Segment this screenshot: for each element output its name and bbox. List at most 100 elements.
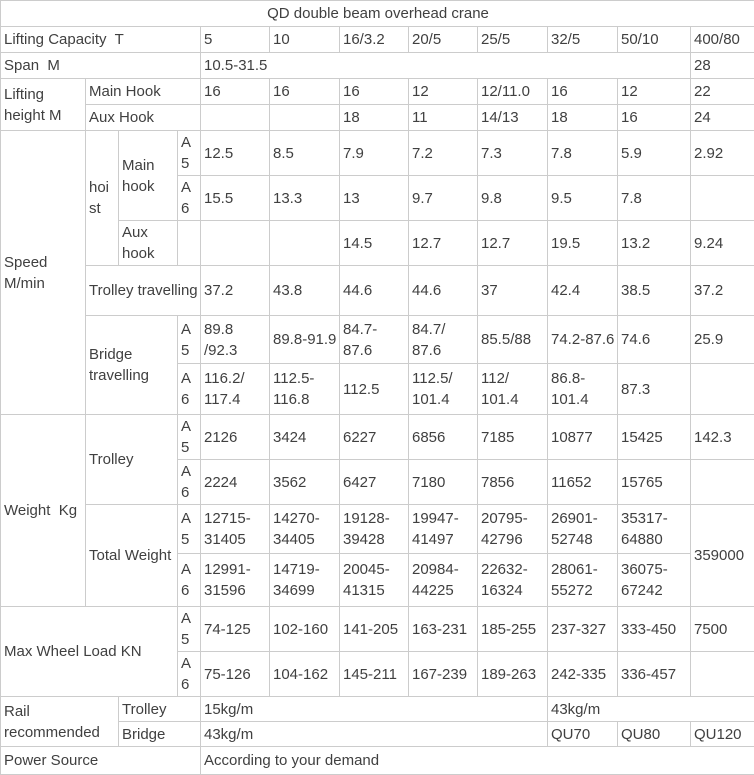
value-cell: 22: [691, 79, 754, 105]
value-cell: 25.9: [691, 316, 754, 364]
value-cell: 16: [548, 79, 618, 105]
value-cell: [201, 221, 270, 266]
value-cell: 20045-41315: [340, 554, 409, 607]
value-cell: 2.92: [691, 131, 754, 176]
aux-hook-label: Aux Hook: [86, 105, 201, 131]
power-source-value: According to your demand: [201, 747, 754, 775]
value-cell: QU80: [618, 722, 691, 747]
value-cell: 145-211: [340, 652, 409, 697]
value-cell: 74.2-87.6: [548, 316, 618, 364]
value-cell: 7.2: [409, 131, 478, 176]
value-cell: 336-457: [618, 652, 691, 697]
value-cell: 37: [478, 266, 548, 316]
value-cell: 7.8: [548, 131, 618, 176]
value-cell: 24: [691, 105, 754, 131]
capacity-value: 32/5: [548, 27, 618, 53]
capacity-row-label: Lifting Capacity T: [1, 27, 201, 53]
value-cell: 74-125: [201, 607, 270, 652]
value-cell: [201, 105, 270, 131]
value-cell: 3424: [270, 415, 340, 460]
lifting-height-label: Lifting height M: [1, 79, 86, 131]
capacity-value: 20/5: [409, 27, 478, 53]
weight-total-a5-row: Total Weight A5 12715-31405 14270-34405 …: [1, 505, 754, 554]
value-cell: 20984-44225: [409, 554, 478, 607]
hoist-main-hook-label: Main hook: [119, 131, 178, 221]
value-cell: 84.7/ 87.6: [409, 316, 478, 364]
value-cell: 84.7-87.6: [340, 316, 409, 364]
value-cell: 28061-55272: [548, 554, 618, 607]
value-cell: 142.3: [691, 415, 754, 460]
speed-section-label: Speed M/min: [1, 131, 86, 415]
wheel-load-a5-row: Max Wheel Load KN A5 74-125 102-160 141-…: [1, 607, 754, 652]
value-cell: 9.7: [409, 176, 478, 221]
value-cell: 16: [340, 79, 409, 105]
value-cell: 87.3: [618, 364, 691, 415]
value-cell: 16: [270, 79, 340, 105]
value-cell: 116.2/ 117.4: [201, 364, 270, 415]
value-cell: 7.9: [340, 131, 409, 176]
value-cell: 7185: [478, 415, 548, 460]
value-cell: 12: [618, 79, 691, 105]
value-cell: 35317-64880: [618, 505, 691, 554]
value-cell: 6856: [409, 415, 478, 460]
value-cell: 10877: [548, 415, 618, 460]
value-cell: [691, 460, 754, 505]
bridge-travelling-a5-row: Bridge travelling A5 89.8 /92.3 89.8-91.…: [1, 316, 754, 364]
value-cell: 42.4: [548, 266, 618, 316]
grade-label: A6: [178, 652, 201, 697]
weight-trolley-a5-row: Weight Kg Trolley A5 2126 3424 6227 6856…: [1, 415, 754, 460]
grade-label: A5: [178, 415, 201, 460]
value-cell: 43kg/m: [548, 697, 754, 722]
value-cell: 7.8: [618, 176, 691, 221]
value-cell: 19.5: [548, 221, 618, 266]
value-cell: 22632-16324: [478, 554, 548, 607]
value-cell: 9.5: [548, 176, 618, 221]
value-cell: 3562: [270, 460, 340, 505]
value-cell: 6427: [340, 460, 409, 505]
hoist-aux-hook-label: Aux hook: [119, 221, 178, 266]
span-range: 10.5-31.5: [201, 53, 691, 79]
value-cell: 13.2: [618, 221, 691, 266]
capacity-value: 16/3.2: [340, 27, 409, 53]
value-cell: 43kg/m: [201, 722, 548, 747]
hoist-main-a5-row: Speed M/min hoist Main hook A5 12.5 8.5 …: [1, 131, 754, 176]
value-cell: 2224: [201, 460, 270, 505]
aux-hook-height-row: Aux Hook 18 11 14/13 18 16 24: [1, 105, 754, 131]
value-cell: 15425: [618, 415, 691, 460]
value-cell: 9.24: [691, 221, 754, 266]
value-cell: [691, 176, 754, 221]
value-cell: 14.5: [340, 221, 409, 266]
rail-trolley-row: Rail recommended Trolley 15kg/m 43kg/m: [1, 697, 754, 722]
value-cell: 19128-39428: [340, 505, 409, 554]
value-cell: 44.6: [409, 266, 478, 316]
title-row: QD double beam overhead crane: [1, 1, 754, 27]
value-cell: 36075-67242: [618, 554, 691, 607]
weight-trolley-label: Trolley: [86, 415, 178, 505]
grade-label: A6: [178, 460, 201, 505]
value-cell: 12.7: [478, 221, 548, 266]
value-cell: 7180: [409, 460, 478, 505]
value-cell: 85.5/88: [478, 316, 548, 364]
empty-cell: [178, 221, 201, 266]
value-cell: 12.7: [409, 221, 478, 266]
value-cell: 19947-41497: [409, 505, 478, 554]
value-cell: 37.2: [201, 266, 270, 316]
value-cell: 86.8-101.4: [548, 364, 618, 415]
rail-bridge-label: Bridge: [119, 722, 201, 747]
value-cell: 14270-34405: [270, 505, 340, 554]
value-cell: 6227: [340, 415, 409, 460]
capacity-row: Lifting Capacity T 5 10 16/3.2 20/5 25/5…: [1, 27, 754, 53]
value-cell: 26901-52748: [548, 505, 618, 554]
trolley-travelling-row: Trolley travelling 37.2 43.8 44.6 44.6 3…: [1, 266, 754, 316]
value-cell: 12715-31405: [201, 505, 270, 554]
power-source-label: Power Source: [1, 747, 201, 775]
value-cell: 14719-34699: [270, 554, 340, 607]
value-cell: 163-231: [409, 607, 478, 652]
grade-label: A6: [178, 176, 201, 221]
value-cell: 112.5/ 101.4: [409, 364, 478, 415]
main-hook-height-row: Lifting height M Main Hook 16 16 16 12 1…: [1, 79, 754, 105]
value-cell: 75-126: [201, 652, 270, 697]
capacity-value: 10: [270, 27, 340, 53]
value-cell: 11: [409, 105, 478, 131]
value-cell: 359000: [691, 505, 754, 607]
